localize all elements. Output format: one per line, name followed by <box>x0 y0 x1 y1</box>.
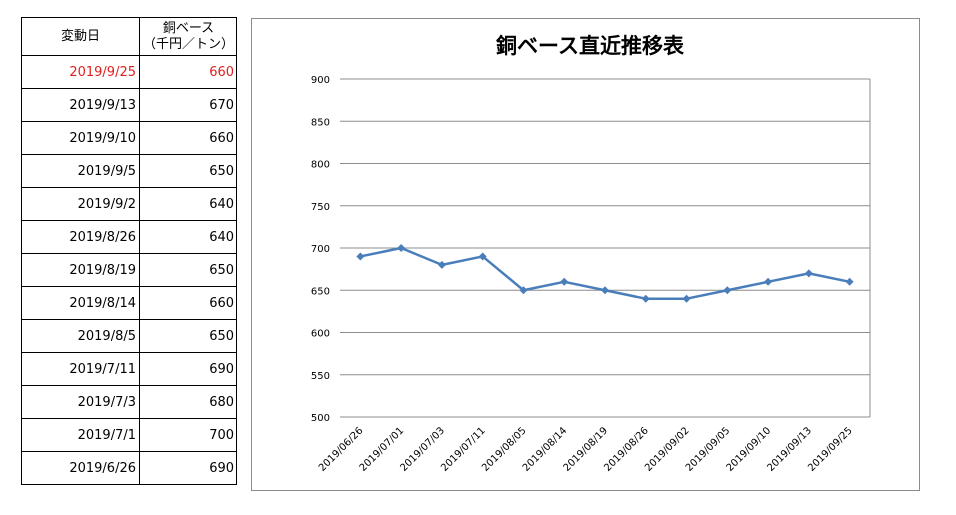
row-price: 670 <box>138 88 238 122</box>
row-price: 660 <box>138 121 238 155</box>
row-date: 2019/9/25 <box>21 55 140 89</box>
table-row: 2019/7/11 690 <box>21 352 238 386</box>
y-tick-label: 750 <box>311 202 330 213</box>
row-price: 690 <box>138 352 238 386</box>
y-tick-label: 900 <box>311 75 330 86</box>
y-tick-label: 850 <box>311 117 330 128</box>
header-price-line2: （千円／トン） <box>143 36 235 52</box>
row-price: 680 <box>138 385 238 419</box>
row-date: 2019/9/2 <box>21 187 140 221</box>
header-price: 銅ベース （千円／トン） <box>138 17 238 56</box>
table-header-row: 変動日 銅ベース （千円／トン） <box>21 17 238 56</box>
y-tick-label: 500 <box>311 413 330 424</box>
data-point <box>764 277 773 286</box>
copper-trend-chart: 銅ベース直近推移表 500 550 600 650 700 750 800 850 900 20… <box>311 34 871 474</box>
y-tick-label: 600 <box>311 329 330 340</box>
row-date: 2019/8/5 <box>21 319 140 353</box>
y-tick-label: 800 <box>311 160 330 171</box>
data-point <box>478 252 487 261</box>
table-row: 2019/8/14 660 <box>21 286 238 320</box>
table-row: 2019/7/3 680 <box>21 385 238 419</box>
row-date: 2019/9/10 <box>21 121 140 155</box>
data-point <box>845 277 854 286</box>
row-price: 650 <box>138 253 238 287</box>
data-point <box>560 277 569 286</box>
row-price: 650 <box>138 154 238 188</box>
row-date: 2019/8/14 <box>21 286 140 320</box>
table-row: 2019/9/25 660 <box>21 55 238 89</box>
grid-lines <box>340 78 871 418</box>
table-row: 2019/9/13 670 <box>21 88 238 122</box>
header-date: 変動日 <box>21 17 140 56</box>
row-date: 2019/9/5 <box>21 154 140 188</box>
row-date: 2019/7/1 <box>21 418 140 452</box>
x-tick-labels: 2019/06/262019/07/012019/07/032019/07/11… <box>317 425 855 474</box>
data-point <box>804 269 813 278</box>
row-price: 640 <box>138 187 238 221</box>
row-price: 640 <box>138 220 238 254</box>
y-tick-labels: 500 550 600 650 700 750 800 850 900 <box>311 75 330 424</box>
series <box>356 244 854 303</box>
table-row: 2019/8/26 640 <box>21 220 238 254</box>
row-date: 2019/7/11 <box>21 352 140 386</box>
row-date: 2019/7/3 <box>21 385 140 419</box>
data-point <box>641 294 650 303</box>
table-row: 2019/8/5 650 <box>21 319 238 353</box>
table-row: 2019/8/19 650 <box>21 253 238 287</box>
data-point <box>437 260 446 269</box>
row-date: 2019/6/26 <box>21 451 140 485</box>
data-point <box>397 244 406 252</box>
row-price: 660 <box>138 55 238 89</box>
data-point <box>601 286 609 295</box>
row-date: 2019/8/19 <box>21 253 140 287</box>
row-price: 690 <box>138 451 238 485</box>
row-price: 700 <box>138 418 238 452</box>
chart-title: 銅ベース直近推移表 <box>496 34 685 58</box>
table-row: 2019/6/26 690 <box>21 451 238 485</box>
row-price: 650 <box>138 319 238 353</box>
chart-area: 銅ベース直近推移表 500 550 600 650 700 750 800 850 900 20… <box>251 18 920 491</box>
y-tick-label: 650 <box>311 286 330 297</box>
table-row: 2019/9/10 660 <box>21 121 238 155</box>
row-date: 2019/9/13 <box>21 88 140 122</box>
copper-price-table: 変動日 銅ベース （千円／トン） 2019/9/25 660 2019/9/13 670… <box>21 17 238 485</box>
data-point <box>519 286 528 295</box>
data-point <box>356 252 365 261</box>
y-tick-label: 550 <box>311 371 330 382</box>
header-price-line1: 銅ベース <box>162 20 215 36</box>
table-row: 2019/9/2 640 <box>21 187 238 221</box>
data-point <box>723 286 732 295</box>
y-tick-label: 700 <box>311 244 330 255</box>
table-row: 2019/9/5 650 <box>21 154 238 188</box>
table-row: 2019/7/1 700 <box>21 418 238 452</box>
row-date: 2019/8/26 <box>21 220 140 254</box>
data-point <box>682 294 691 303</box>
row-price: 660 <box>138 286 238 320</box>
